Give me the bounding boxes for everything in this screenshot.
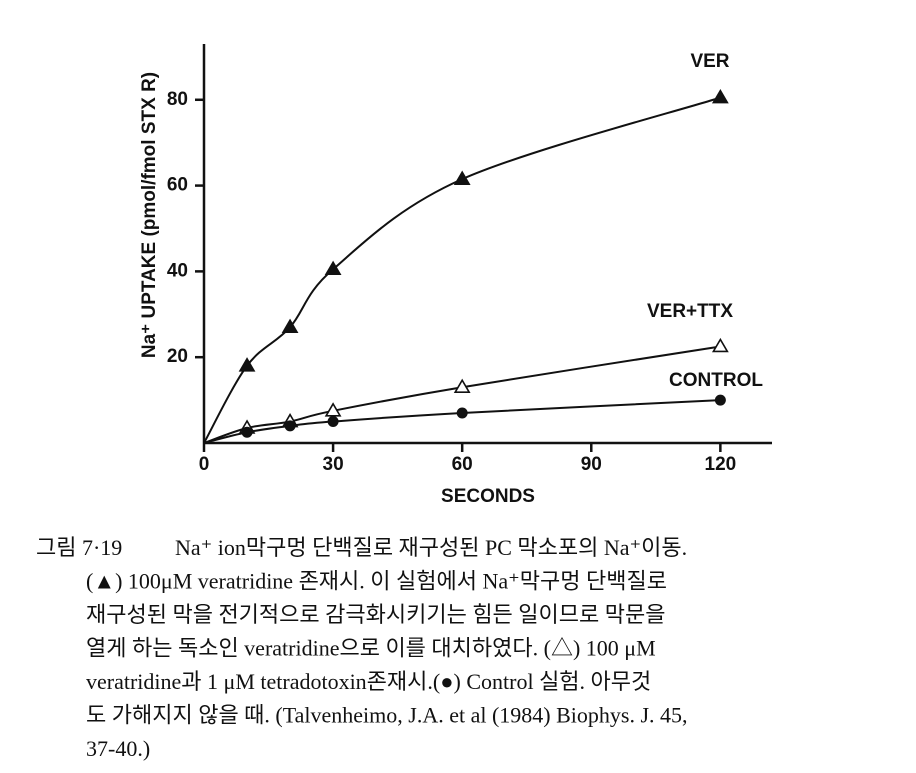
x-tick-label: 90 (581, 454, 602, 475)
x-axis-label: SECONDS (441, 486, 535, 507)
caption-line: (▲) 100μM veratridine 존재시. 이 실험에서 Na⁺막구멍… (86, 569, 667, 594)
caption-label: 그림 7·19 (36, 535, 122, 560)
marker (714, 394, 726, 406)
fit-curve (203, 399, 721, 444)
marker (453, 378, 471, 394)
marker (711, 89, 729, 104)
caption-line: Na⁺ ion막구멍 단백질로 재구성된 PC 막소포의 Na⁺이동. (175, 535, 687, 560)
caption-line: 열게 하는 독소인 veratridine으로 이를 대치하였다. (△) 10… (86, 636, 656, 661)
marker (324, 402, 342, 417)
y-axis-label: Na⁺ UPTAKE (pmol/fmol STX R) (139, 72, 160, 358)
y-tick-label: 80 (167, 89, 188, 110)
caption-line: 37-40.) (86, 736, 150, 761)
marker (284, 420, 296, 432)
marker (711, 337, 729, 353)
marker (238, 357, 256, 372)
caption-line: 도 가해지지 않을 때. (Talvenheimo, J.A. et al (1… (86, 703, 688, 728)
x-tick-label: 60 (452, 454, 473, 475)
x-tick-label: 120 (705, 454, 737, 475)
y-tick-label: 60 (167, 175, 188, 196)
marker (324, 260, 342, 276)
marker (327, 416, 339, 428)
caption-line: 재구성된 막을 전기적으로 감극화시키기는 힘든 일이므로 막문을 (86, 602, 665, 627)
caption-line: veratridine과 1 μM tetradotoxin존재시.(●) Co… (86, 669, 651, 694)
series-label: CONTROL (669, 370, 763, 391)
series-label: VER (690, 51, 729, 72)
marker (453, 170, 471, 185)
fit-curve (203, 345, 721, 444)
x-tick-label: 0 (199, 454, 210, 475)
marker (456, 407, 468, 419)
x-tick-label: 30 (323, 454, 344, 475)
marker (241, 426, 253, 438)
y-tick-label: 40 (167, 260, 188, 281)
series-label: VER+TTX (647, 301, 733, 322)
y-tick-label: 20 (167, 346, 188, 367)
marker (281, 318, 299, 333)
